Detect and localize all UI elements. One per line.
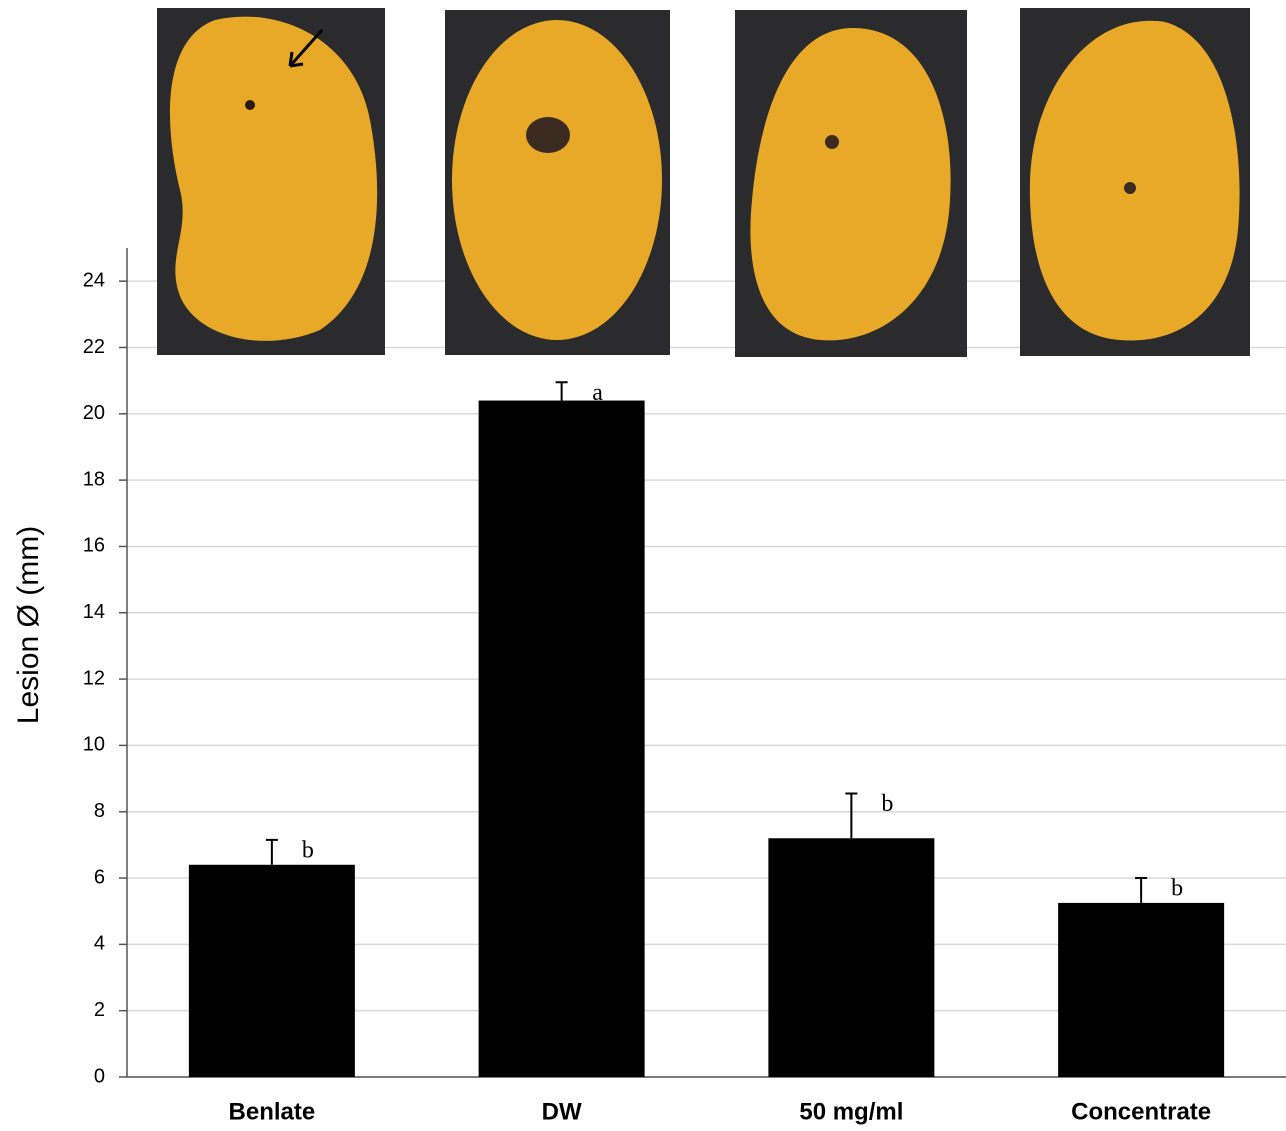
error-bar: [266, 840, 278, 865]
y-tick-label: 8: [94, 800, 105, 822]
bar: [189, 865, 355, 1077]
y-tick-label: 0: [94, 1065, 105, 1087]
chart: Lesion Ø (mm) 024681012141618202224Benla…: [0, 0, 1286, 1131]
y-tick-label: 6: [94, 866, 105, 888]
y-axis-label: Lesion Ø (mm): [12, 526, 45, 724]
error-bar: [845, 793, 857, 838]
y-tick-label: 12: [83, 667, 105, 689]
significance-letter: b: [881, 791, 893, 817]
y-tick-label: 16: [83, 535, 105, 557]
x-tick-label: Benlate: [229, 1098, 316, 1125]
x-tick-label: 50 mg/ml: [799, 1098, 903, 1125]
y-tick-label: 14: [83, 601, 105, 623]
error-bar: [1135, 878, 1147, 903]
bar: [768, 838, 934, 1077]
lesion: [245, 100, 255, 110]
mango-photos: [157, 8, 1250, 357]
y-tick-label: 10: [83, 734, 105, 756]
y-tick-label: 2: [94, 999, 105, 1021]
mango: [452, 20, 662, 340]
y-tick-label: 22: [83, 336, 105, 358]
lesion: [526, 117, 570, 153]
x-tick-label: Concentrate: [1071, 1098, 1211, 1125]
bar: [479, 401, 645, 1077]
y-tick-label: 24: [83, 269, 105, 291]
significance-letter: a: [592, 380, 603, 406]
mango: [170, 17, 377, 341]
significance-letter: b: [1171, 876, 1183, 902]
significance-letter: b: [302, 837, 314, 863]
bar: [1058, 903, 1224, 1077]
x-tick-label: DW: [542, 1098, 582, 1125]
y-tick-label: 4: [94, 933, 105, 955]
y-tick-label: 20: [83, 402, 105, 424]
lesion: [1124, 182, 1136, 194]
error-bar: [556, 382, 568, 400]
y-tick-label: 18: [83, 468, 105, 490]
lesion: [825, 135, 839, 149]
